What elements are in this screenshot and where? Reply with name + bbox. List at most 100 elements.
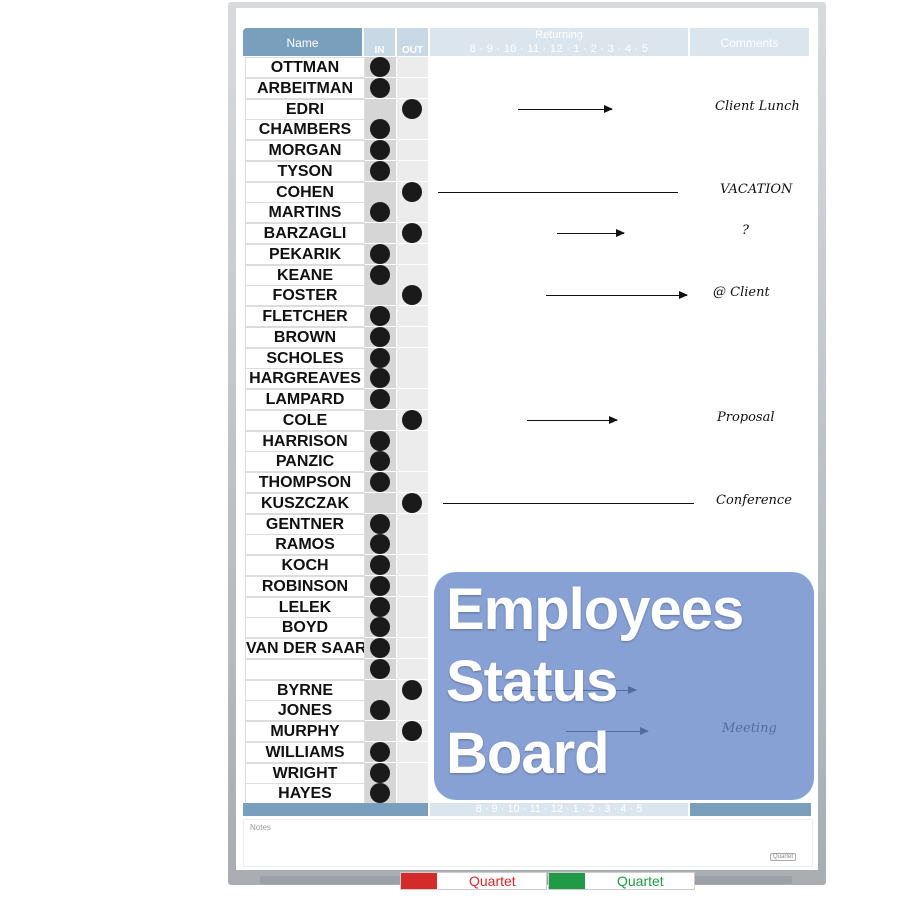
status-magnet[interactable] xyxy=(370,741,390,762)
in-slot[interactable] xyxy=(365,679,396,700)
out-slot[interactable] xyxy=(397,783,428,804)
status-magnet[interactable] xyxy=(370,783,390,804)
out-slot[interactable] xyxy=(397,140,428,160)
employee-name: MURPHY xyxy=(245,721,365,742)
status-magnet[interactable] xyxy=(402,98,422,119)
status-magnet[interactable] xyxy=(370,326,390,347)
out-slot[interactable] xyxy=(397,202,428,223)
in-slot[interactable] xyxy=(365,181,396,202)
employee-name: CHAMBERS xyxy=(245,119,365,141)
handwritten-arrow xyxy=(527,415,618,424)
out-slot[interactable] xyxy=(397,638,428,658)
in-slot[interactable] xyxy=(365,409,396,430)
status-magnet[interactable] xyxy=(370,160,390,181)
status-magnet[interactable] xyxy=(370,555,390,575)
in-slot[interactable] xyxy=(365,223,396,243)
status-magnet[interactable] xyxy=(402,285,422,306)
status-magnet[interactable] xyxy=(370,534,390,555)
in-slot[interactable] xyxy=(365,98,396,119)
employee-name: ROBINSON xyxy=(245,575,365,597)
out-slot[interactable] xyxy=(397,575,428,596)
out-slot[interactable] xyxy=(397,472,428,492)
employee-name: MARTINS xyxy=(245,202,365,224)
out-slot[interactable] xyxy=(397,119,428,140)
status-magnet[interactable] xyxy=(370,389,390,409)
out-slot[interactable] xyxy=(397,430,428,451)
status-magnet[interactable] xyxy=(370,513,390,534)
red-marker[interactable]: Quartet xyxy=(400,872,547,890)
handwritten-comment: Conference xyxy=(716,492,792,508)
status-magnet[interactable] xyxy=(370,472,390,492)
out-slot[interactable] xyxy=(397,741,428,762)
status-magnet[interactable] xyxy=(370,596,390,617)
out-slot[interactable] xyxy=(397,762,428,783)
out-slot[interactable] xyxy=(397,700,428,721)
in-slot[interactable] xyxy=(365,492,396,513)
out-slot[interactable] xyxy=(397,264,428,285)
status-magnet[interactable] xyxy=(370,762,390,783)
status-magnet[interactable] xyxy=(370,140,390,160)
employee-name: MORGAN xyxy=(245,140,365,161)
status-magnet[interactable] xyxy=(370,347,390,368)
red-marker-cap xyxy=(401,873,437,889)
status-magnet[interactable] xyxy=(370,451,390,472)
status-magnet[interactable] xyxy=(370,700,390,721)
out-slot[interactable] xyxy=(397,160,428,181)
out-slot[interactable] xyxy=(397,326,428,347)
status-magnet[interactable] xyxy=(370,77,390,98)
status-magnet[interactable] xyxy=(402,181,422,202)
status-magnet[interactable] xyxy=(370,119,390,140)
status-magnet[interactable] xyxy=(402,679,422,700)
status-magnet[interactable] xyxy=(402,409,422,430)
marker-brand: Quartet xyxy=(617,873,664,889)
in-slot[interactable] xyxy=(365,285,396,306)
out-slot[interactable] xyxy=(397,347,428,368)
out-slot[interactable] xyxy=(397,534,428,555)
out-slot[interactable] xyxy=(397,77,428,98)
out-slot[interactable] xyxy=(397,617,428,638)
employee-name xyxy=(245,658,365,680)
out-slot[interactable] xyxy=(397,306,428,326)
out-slot[interactable] xyxy=(397,596,428,617)
status-magnet[interactable] xyxy=(402,492,422,513)
status-magnet[interactable] xyxy=(370,638,390,658)
green-marker[interactable]: Quartet xyxy=(548,872,695,890)
status-magnet[interactable] xyxy=(370,430,390,451)
out-slot[interactable] xyxy=(397,555,428,575)
handwritten-arrow xyxy=(518,104,613,113)
header-returning: Returning 8 · 9 · 10 · 11 · 12 · 1 · 2 ·… xyxy=(430,28,688,56)
out-slot[interactable] xyxy=(397,389,428,409)
out-slot[interactable] xyxy=(397,451,428,472)
out-slot[interactable] xyxy=(397,658,428,679)
employee-name: THOMPSON xyxy=(245,472,365,493)
employee-name: WILLIAMS xyxy=(245,741,365,763)
out-slot[interactable] xyxy=(397,57,428,77)
status-magnet[interactable] xyxy=(402,721,422,741)
in-slot[interactable] xyxy=(365,721,396,741)
out-slot[interactable] xyxy=(397,513,428,534)
header-in: IN xyxy=(364,28,395,56)
status-magnet[interactable] xyxy=(370,306,390,326)
out-slot[interactable] xyxy=(397,368,428,389)
overlay-line-1: Employees xyxy=(446,577,744,642)
status-magnet[interactable] xyxy=(370,575,390,596)
employee-name: HARRISON xyxy=(245,430,365,452)
status-magnet[interactable] xyxy=(370,243,390,264)
employee-name: BARZAGLI xyxy=(245,223,365,244)
status-magnet[interactable] xyxy=(370,264,390,285)
status-magnet[interactable] xyxy=(402,223,422,243)
footer-hours: 8 · 9 · 10 · 11 · 12 · 1 · 2 · 3 · 4 · 5 xyxy=(430,803,688,816)
employee-name: VAN DER SAAR xyxy=(245,638,365,659)
status-magnet[interactable] xyxy=(370,368,390,389)
employee-name: HAYES xyxy=(245,783,365,805)
status-magnet[interactable] xyxy=(370,57,390,77)
header-out: OUT xyxy=(397,28,428,56)
notes-label: Notes xyxy=(250,823,271,832)
out-slot[interactable] xyxy=(397,243,428,264)
status-magnet[interactable] xyxy=(370,202,390,223)
marker-brand: Quartet xyxy=(469,873,516,889)
status-magnet[interactable] xyxy=(370,617,390,638)
quartet-logo: Quartet xyxy=(770,853,797,861)
status-magnet[interactable] xyxy=(370,658,390,679)
employee-name: WRIGHT xyxy=(245,762,365,784)
